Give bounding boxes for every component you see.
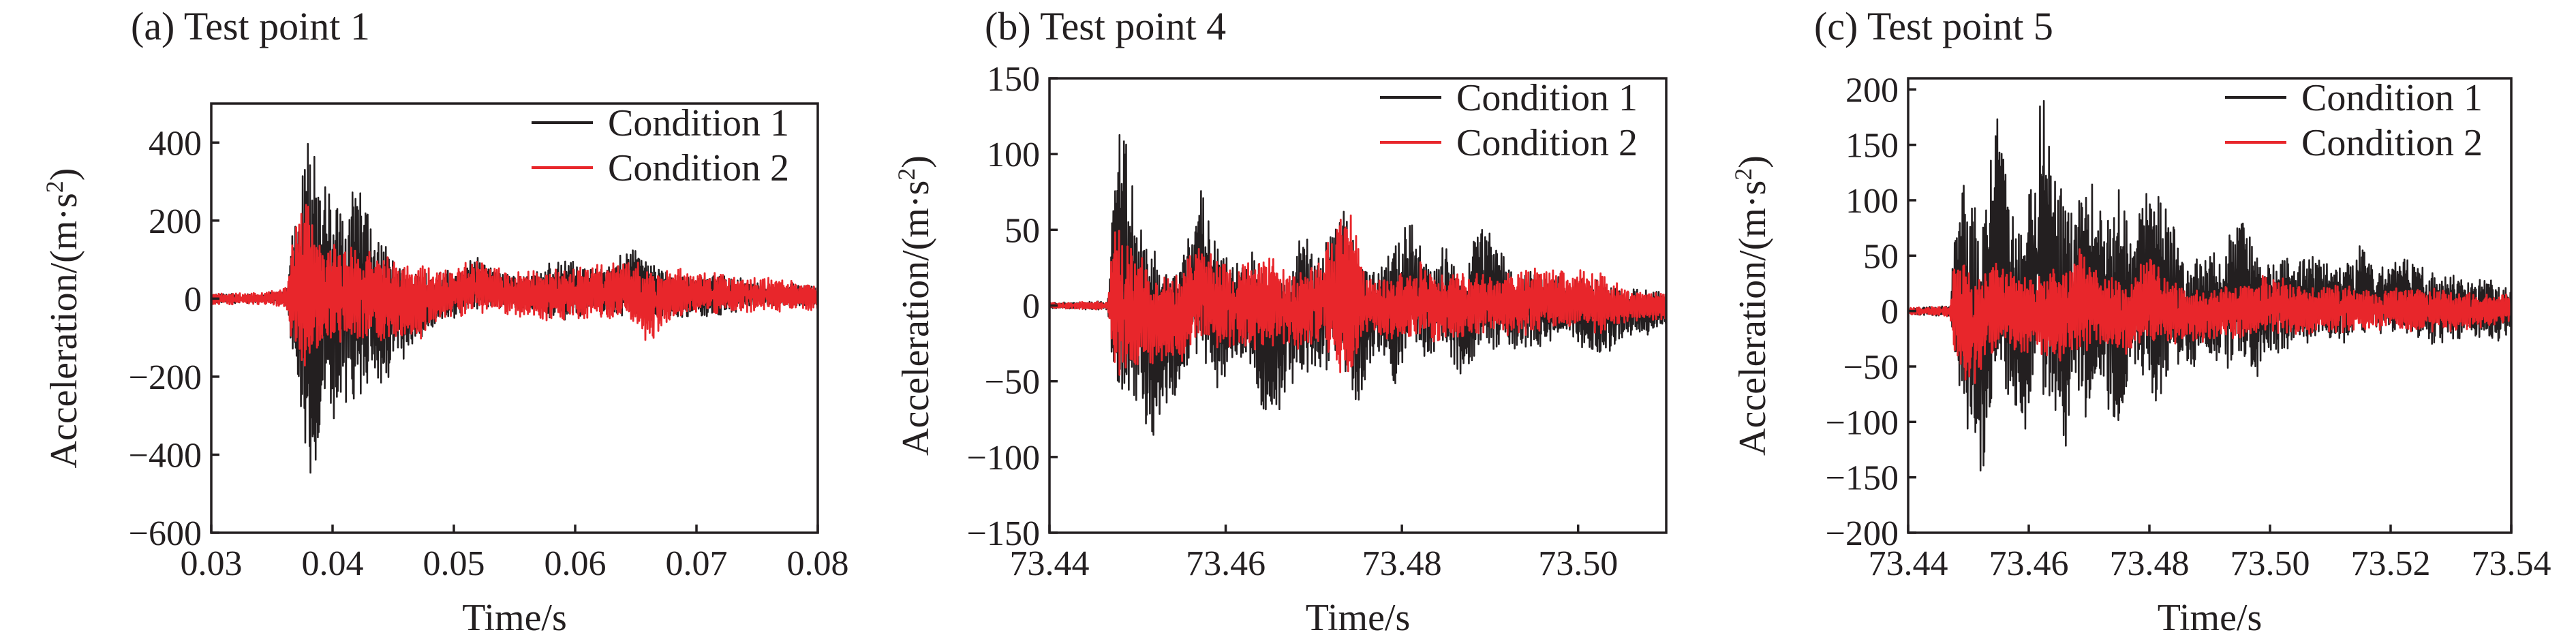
panel-title: (c) Test point 5 [1814,4,2053,48]
series-line-condition-2 [1908,248,2511,384]
legend-label: Condition 1 [2301,77,2483,119]
series-line-condition-2 [1049,214,1666,376]
y-tick-label: 200 [1845,71,1899,110]
y-tick-label: −100 [967,439,1040,478]
y-tick-label: 0 [184,280,202,319]
legend-label: Condition 1 [1456,77,1638,119]
y-axis-label: Acceleration/(m·s2) [1730,155,1774,456]
x-tick-label: 73.44 [1869,544,1948,583]
series-traces [1908,99,2511,472]
legend-label: Condition 2 [608,147,789,189]
chart-panel-2: −150 −100 −50 0 50 100 150 73.44 73.46 73.48 73.50… [893,4,1668,639]
panel-title: (b) Test point 4 [985,4,1226,48]
series-line-condition-2 [211,204,818,367]
chart-panel-1: −600 −400 −200 0 200 400 0.03 0.04 0.05 0.06 0.07 0… [41,4,849,639]
y-axis-label: Acceleration/(m·s2) [41,168,85,469]
y-tick-label: −200 [1826,514,1899,553]
y-tick-label: −400 [129,436,202,475]
x-tick-label: 73.48 [2110,544,2190,583]
y-tick-label: 0 [1022,287,1040,326]
x-tick-label: 73.52 [2351,544,2431,583]
x-tick-label: 73.50 [2230,544,2310,583]
y-tick-label: −50 [985,363,1040,402]
series-traces [1049,134,1666,436]
x-tick-label: 73.50 [1538,544,1618,583]
chart-panel-3: −200 −150 −100 −50 0 50 100 150 200 73.44 73.46 73.… [1730,4,2551,639]
x-tick-label: 0.03 [181,544,243,583]
x-tick-label: 0.06 [545,544,607,583]
y-tick-label: 0 [1881,293,1899,332]
x-tick-label: 0.05 [423,544,485,583]
x-tick-label: 73.46 [1989,544,2069,583]
panel-title: (a) Test point 1 [131,4,370,48]
legend-label: Condition 2 [2301,122,2483,164]
y-tick-label: 150 [1845,127,1899,166]
y-tick-label: 200 [149,202,202,241]
x-tick-label: 0.08 [787,544,849,583]
y-tick-label: −200 [129,358,202,397]
y-tick-label: 100 [987,136,1040,174]
plot-frame [210,102,819,534]
x-axis-label: Time/s [1306,597,1411,639]
y-tick-label: −600 [129,514,202,553]
y-tick-label: −100 [1826,403,1899,442]
plot-frame [1907,77,2513,534]
y-axis-label: Acceleration/(m·s2) [893,155,937,456]
y-tick-label: 50 [1863,237,1899,276]
y-tick-label: 150 [987,60,1040,99]
y-tick-label: −150 [1826,459,1899,498]
legend-label: Condition 2 [1456,122,1638,164]
legend-label: Condition 1 [608,102,789,144]
series-traces [211,142,818,474]
y-tick-label: 400 [149,124,202,163]
y-tick-label: 50 [1005,211,1040,250]
x-tick-label: 73.44 [1010,544,1090,583]
y-tick-label: 100 [1845,182,1899,221]
x-axis-label: Time/s [462,597,567,639]
x-tick-label: 73.54 [2472,544,2551,583]
y-tick-label: −150 [967,514,1040,553]
x-tick-label: 73.48 [1362,544,1442,583]
x-axis-label: Time/s [2158,597,2263,639]
x-tick-label: 0.04 [302,544,364,583]
x-tick-label: 73.46 [1186,544,1266,583]
x-tick-label: 0.07 [666,544,728,583]
y-tick-label: −50 [1843,348,1899,387]
